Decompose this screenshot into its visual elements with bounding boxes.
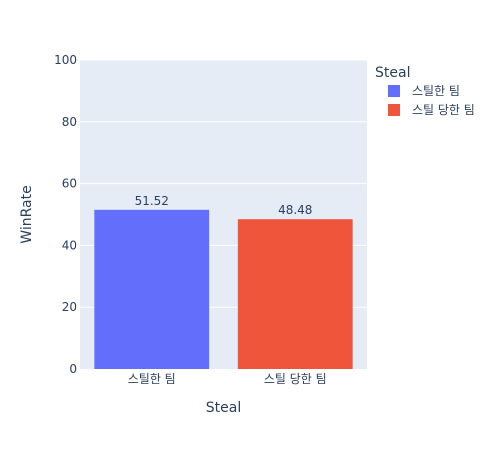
y-tick-label: 80 [62, 115, 77, 129]
bar-1[interactable] [94, 209, 210, 369]
legend-item-label[interactable]: 스틸한 팀 [412, 84, 460, 98]
legend-swatch[interactable] [388, 104, 400, 116]
legend[interactable]: Steal 스틸한 팀스틸 당한 팀 [375, 65, 475, 117]
legend-item-label[interactable]: 스틸 당한 팀 [412, 103, 475, 117]
data-labels: 51.52 48.48 [135, 194, 313, 217]
y-axis-ticks: 0 20 40 60 80 100 [54, 53, 77, 376]
y-tick-label: 40 [62, 238, 77, 252]
bars [94, 209, 353, 369]
y-tick-label: 60 [62, 177, 77, 191]
y-tick-label: 0 [69, 362, 77, 376]
x-axis-title: Steal [206, 400, 241, 416]
bar-2[interactable] [237, 219, 353, 369]
legend-swatch[interactable] [388, 85, 400, 97]
y-axis-title: WinRate [19, 185, 35, 243]
x-tick-label: 스틸 당한 팀 [264, 372, 327, 386]
x-axis-ticks: 스틸한 팀 스틸 당한 팀 [128, 372, 327, 386]
bar-value-label: 51.52 [135, 194, 169, 208]
legend-title: Steal [375, 65, 410, 81]
y-tick-label: 20 [62, 300, 77, 314]
x-tick-label: 스틸한 팀 [128, 372, 176, 386]
y-tick-label: 100 [54, 53, 77, 67]
bar-value-label: 48.48 [278, 203, 312, 217]
